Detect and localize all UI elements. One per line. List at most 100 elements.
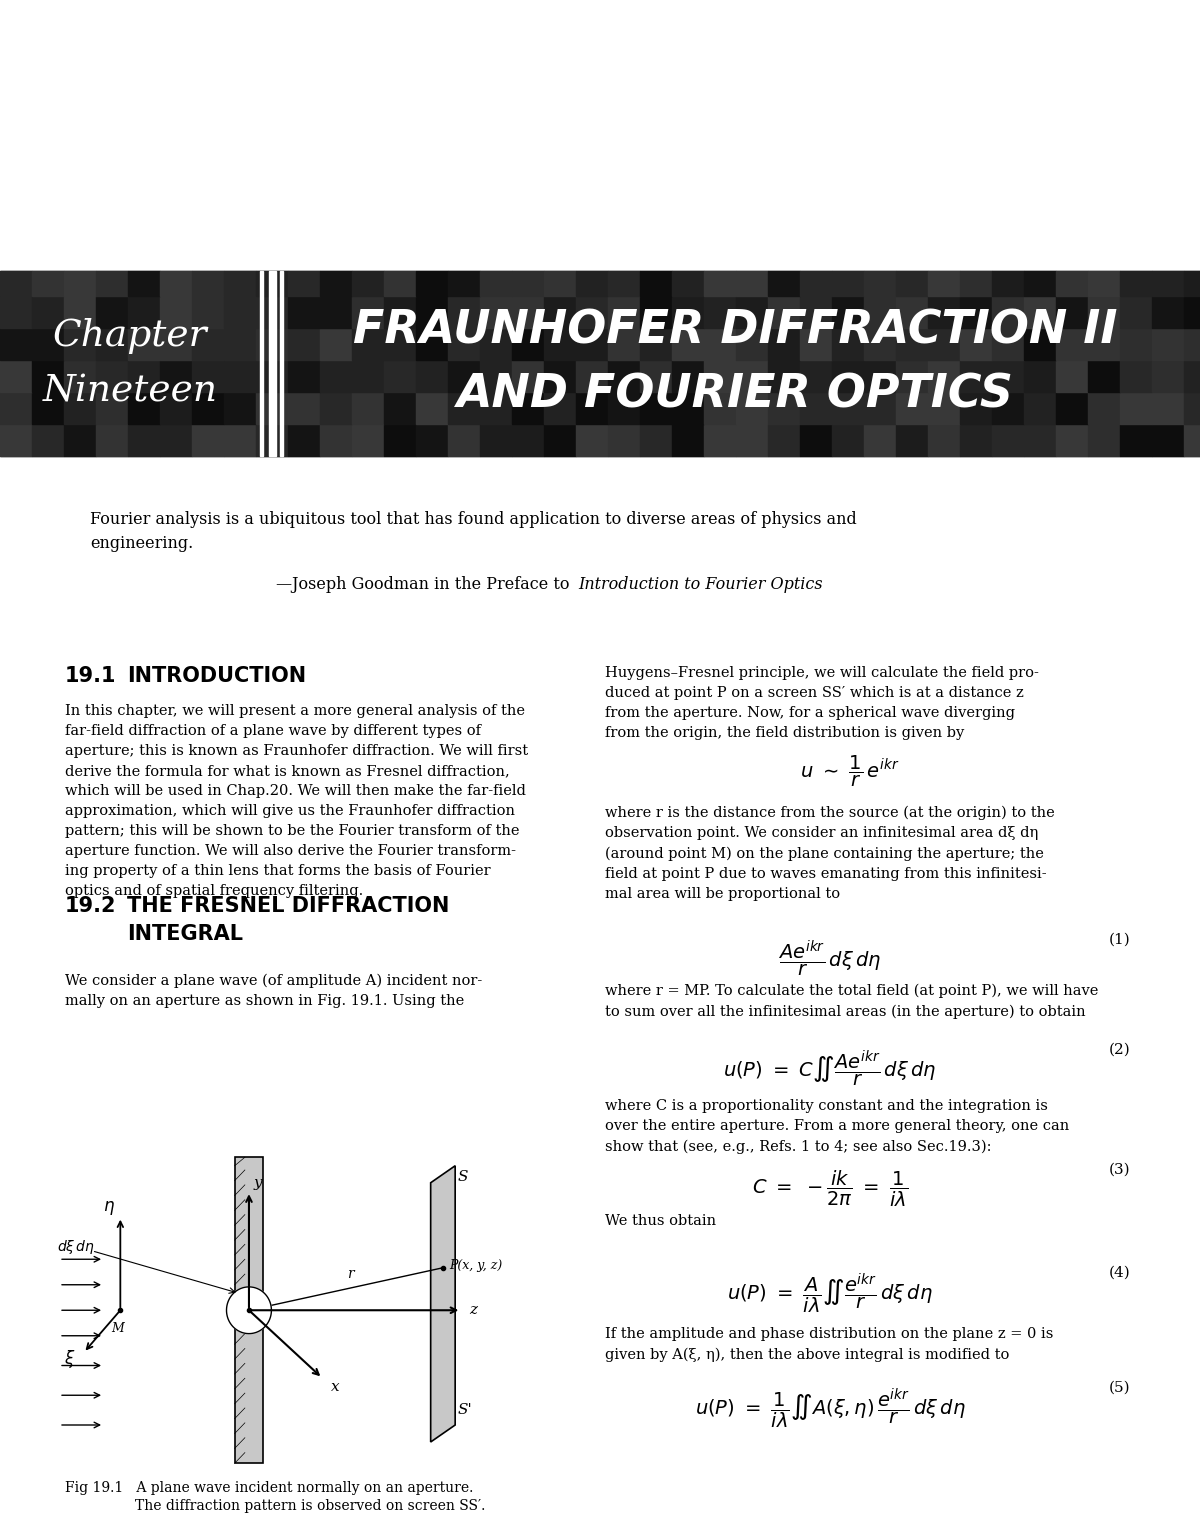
Bar bbox=[480, 392, 512, 424]
Bar bbox=[384, 271, 416, 295]
Bar bbox=[256, 392, 288, 424]
Bar bbox=[416, 328, 448, 360]
Bar bbox=[128, 392, 160, 424]
Text: (3): (3) bbox=[1109, 1164, 1130, 1177]
Text: O: O bbox=[241, 1323, 252, 1335]
Bar bbox=[0, 271, 32, 295]
Bar bbox=[672, 424, 704, 456]
Bar bbox=[1088, 295, 1120, 328]
Bar bbox=[544, 392, 576, 424]
Bar bbox=[0, 424, 32, 456]
Bar bbox=[800, 295, 832, 328]
Bar bbox=[288, 271, 320, 295]
Bar bbox=[260, 271, 263, 456]
Bar bbox=[960, 360, 992, 392]
Text: where r is the distance from the source (at the origin) to the
observation point: where r is the distance from the source … bbox=[605, 805, 1055, 902]
Bar bbox=[640, 271, 672, 295]
Bar bbox=[1024, 328, 1056, 360]
Text: r: r bbox=[347, 1268, 353, 1281]
Bar bbox=[416, 424, 448, 456]
Bar bbox=[640, 392, 672, 424]
Bar bbox=[352, 295, 384, 328]
Bar bbox=[672, 295, 704, 328]
Bar bbox=[736, 271, 768, 295]
Bar bbox=[64, 295, 96, 328]
Text: $\dfrac{Ae^{ikr}}{r}\,d\xi\,d\eta$: $\dfrac{Ae^{ikr}}{r}\,d\xi\,d\eta$ bbox=[779, 939, 882, 980]
Bar bbox=[96, 392, 128, 424]
Bar bbox=[864, 271, 896, 295]
Bar bbox=[832, 392, 864, 424]
Bar bbox=[640, 295, 672, 328]
Bar bbox=[1184, 271, 1200, 295]
Bar bbox=[320, 328, 352, 360]
Bar bbox=[1184, 424, 1200, 456]
Bar bbox=[832, 271, 864, 295]
Bar bbox=[992, 392, 1024, 424]
Bar bbox=[320, 392, 352, 424]
Bar bbox=[1120, 392, 1152, 424]
Bar bbox=[928, 295, 960, 328]
Bar bbox=[1120, 360, 1152, 392]
Bar bbox=[128, 424, 160, 456]
Bar bbox=[32, 271, 64, 295]
Polygon shape bbox=[235, 1157, 263, 1464]
Bar bbox=[960, 271, 992, 295]
Bar bbox=[64, 328, 96, 360]
Text: 19.1: 19.1 bbox=[65, 666, 116, 686]
Bar bbox=[864, 360, 896, 392]
Bar bbox=[384, 392, 416, 424]
Bar bbox=[800, 392, 832, 424]
Bar bbox=[704, 424, 736, 456]
Bar bbox=[1152, 295, 1184, 328]
Bar bbox=[288, 295, 320, 328]
Bar bbox=[512, 392, 544, 424]
Bar bbox=[416, 360, 448, 392]
Bar bbox=[160, 271, 192, 295]
Bar bbox=[416, 271, 448, 295]
Bar bbox=[608, 360, 640, 392]
Bar bbox=[448, 392, 480, 424]
Bar bbox=[128, 295, 160, 328]
Text: $u(P)\ =\ \dfrac{A}{i\lambda}\iint\dfrac{e^{ikr}}{r}\,d\xi\,d\eta$: $u(P)\ =\ \dfrac{A}{i\lambda}\iint\dfrac… bbox=[727, 1272, 932, 1317]
Text: engineering.: engineering. bbox=[90, 534, 193, 553]
Bar bbox=[64, 360, 96, 392]
Bar bbox=[128, 271, 160, 295]
Bar bbox=[896, 271, 928, 295]
Bar bbox=[320, 295, 352, 328]
Bar bbox=[1056, 271, 1088, 295]
Bar bbox=[160, 295, 192, 328]
Bar bbox=[512, 271, 544, 295]
Polygon shape bbox=[431, 1165, 455, 1442]
Bar bbox=[224, 295, 256, 328]
Bar bbox=[1184, 328, 1200, 360]
Bar bbox=[32, 328, 64, 360]
Bar bbox=[576, 328, 608, 360]
Bar bbox=[269, 271, 276, 456]
Bar bbox=[864, 295, 896, 328]
Bar bbox=[1152, 360, 1184, 392]
Bar bbox=[256, 328, 288, 360]
Bar bbox=[288, 328, 320, 360]
Bar bbox=[704, 271, 736, 295]
Bar bbox=[224, 392, 256, 424]
Bar bbox=[576, 392, 608, 424]
Bar bbox=[96, 271, 128, 295]
Bar bbox=[832, 360, 864, 392]
Bar bbox=[480, 360, 512, 392]
Bar bbox=[576, 424, 608, 456]
Bar bbox=[608, 328, 640, 360]
Text: THE FRESNEL DIFFRACTION: THE FRESNEL DIFFRACTION bbox=[127, 896, 449, 916]
Text: z: z bbox=[469, 1303, 478, 1317]
Bar bbox=[1024, 424, 1056, 456]
Bar bbox=[280, 271, 283, 456]
Bar bbox=[192, 392, 224, 424]
Text: where r = MP. To calculate the total field (at point P), we will have
to sum ove: where r = MP. To calculate the total fie… bbox=[605, 984, 1098, 1020]
Bar bbox=[160, 328, 192, 360]
Bar bbox=[320, 360, 352, 392]
Bar bbox=[1120, 424, 1152, 456]
Bar bbox=[800, 424, 832, 456]
Bar bbox=[160, 360, 192, 392]
Bar bbox=[992, 295, 1024, 328]
Bar bbox=[736, 328, 768, 360]
Text: 19.2: 19.2 bbox=[65, 896, 116, 916]
